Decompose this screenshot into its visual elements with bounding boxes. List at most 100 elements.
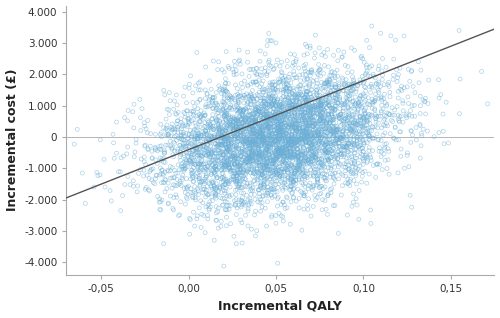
Point (270, 95, 278, 100)
Point (306, 110, 314, 115)
Point (282, 161, 290, 166)
Point (323, 78, 331, 83)
Point (280, 159, 288, 164)
Point (313, 137, 321, 142)
Point (249, 138, 257, 143)
Point (178, 123, 186, 128)
Point (182, 159, 190, 164)
Point (352, 102, 360, 107)
Point (326, 91, 334, 96)
Point (312, 103, 320, 108)
Point (314, 172, 322, 177)
Point (248, 115, 256, 120)
Point (268, 193, 276, 198)
Point (238, 147, 246, 152)
Point (340, 101, 348, 106)
Point (286, 116, 294, 121)
Point (214, 168, 222, 173)
Point (178, 136, 186, 142)
Point (250, 171, 258, 176)
Point (266, 168, 274, 173)
Point (282, 86, 290, 91)
Point (439, 112, 447, 117)
Point (334, 74, 342, 79)
Point (178, 146, 186, 151)
Point (304, 121, 312, 126)
Point (321, 118, 329, 123)
Point (384, 82, 392, 87)
Point (346, 183, 354, 188)
Point (274, 106, 282, 111)
Point (356, 129, 364, 134)
Point (284, 152, 292, 157)
Point (290, 152, 298, 157)
Point (322, 146, 330, 151)
Point (378, 108, 386, 114)
Point (235, 183, 243, 189)
Point (284, 125, 292, 130)
Point (300, 122, 308, 128)
Point (290, 142, 298, 147)
Point (316, 146, 324, 151)
Point (152, 132, 160, 137)
Point (291, 125, 299, 130)
Point (318, 161, 326, 166)
Point (164, 168, 172, 173)
Point (226, 147, 234, 152)
Point (235, 48, 243, 53)
Point (252, 117, 260, 122)
Point (316, 67, 324, 72)
Point (124, 108, 132, 113)
Point (318, 52, 326, 58)
Point (322, 134, 330, 139)
Point (358, 146, 366, 151)
Point (287, 184, 295, 190)
Point (203, 105, 211, 110)
Point (238, 149, 246, 154)
Point (251, 131, 259, 136)
Point (200, 140, 208, 145)
Point (357, 55, 365, 60)
Point (352, 121, 360, 126)
Point (326, 120, 334, 125)
Point (294, 150, 302, 155)
Point (328, 93, 336, 98)
Point (366, 74, 374, 79)
Point (308, 145, 316, 150)
Point (300, 145, 308, 150)
Point (298, 143, 306, 149)
Point (309, 185, 317, 190)
Point (268, 102, 276, 107)
Point (274, 149, 282, 155)
Point (298, 142, 306, 147)
Point (277, 98, 285, 103)
Point (256, 127, 264, 132)
Point (316, 103, 324, 108)
Point (194, 170, 202, 175)
Point (282, 182, 290, 187)
Point (227, 139, 235, 144)
Point (300, 110, 308, 115)
Point (306, 46, 314, 51)
Point (202, 148, 210, 153)
Point (266, 124, 274, 129)
Point (226, 146, 234, 151)
Point (237, 116, 245, 121)
Point (191, 195, 199, 200)
Point (270, 98, 278, 103)
Point (299, 149, 307, 154)
Point (259, 128, 267, 133)
Point (326, 84, 334, 89)
Point (226, 184, 234, 190)
Point (320, 171, 328, 176)
Point (240, 167, 248, 172)
Point (240, 131, 248, 136)
Point (306, 82, 314, 87)
Point (288, 177, 296, 182)
Point (166, 176, 174, 181)
Point (194, 161, 202, 166)
Point (236, 130, 244, 135)
Point (346, 91, 354, 96)
Point (328, 171, 336, 176)
Point (212, 116, 220, 121)
